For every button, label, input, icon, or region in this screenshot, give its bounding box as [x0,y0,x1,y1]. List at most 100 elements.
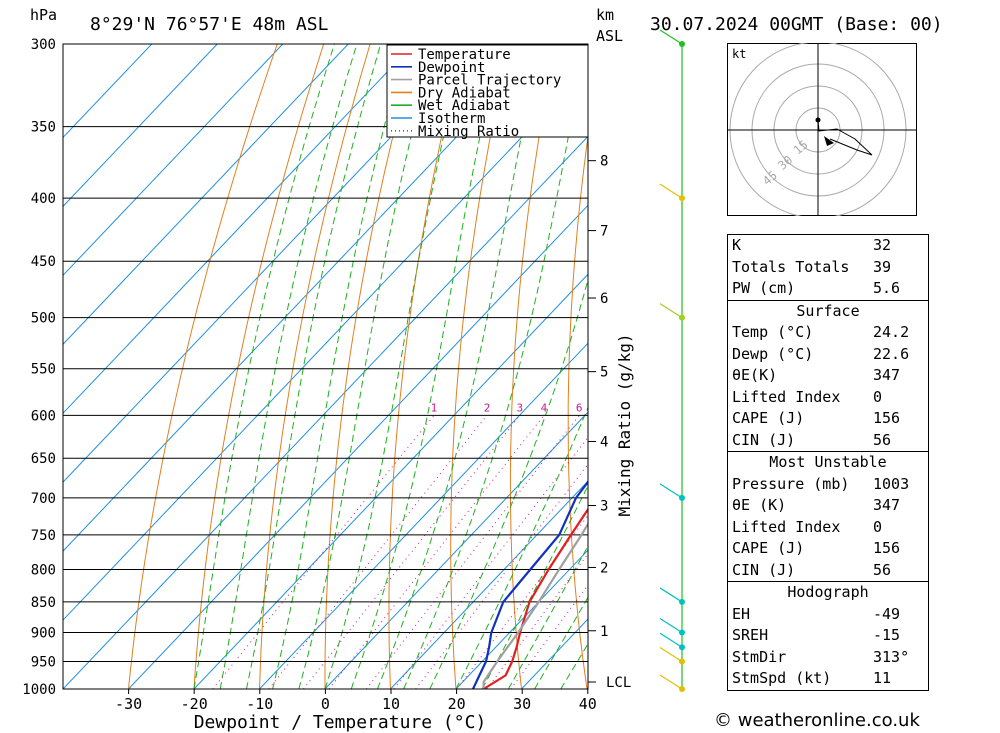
mixing-ratio-line [303,414,521,689]
mixing-ratio-label: 3 [517,401,524,414]
row-value: -49 [873,604,901,623]
table-row: θE (K) 347 [728,495,928,517]
asl-unit-label: ASL [596,27,623,45]
wet-adiabat-line [350,44,501,689]
table-row: Lifted Index 0 [728,517,928,539]
hodograph-line [817,119,873,156]
wind-barb-staff [659,647,683,663]
row-value: 347 [873,496,901,514]
mixing-ratio-label: 2 [484,401,491,414]
row-value: 156 [873,539,901,557]
isotherm-line [63,66,588,621]
wind-barb-staff [659,483,683,499]
row-label: θE(K) [732,366,778,384]
height-tick-label: 4 [600,434,608,450]
row-value: 0 [873,517,883,536]
pressure-tick-label: 400 [31,191,56,207]
legend-label: Mixing Ratio [418,124,519,140]
wet-adiabat-line [324,44,466,689]
row-label: SREH [732,626,769,644]
row-label: θE (K) [732,496,787,514]
wind-profile [659,29,685,692]
row-label: Lifted Index [732,517,841,536]
hodograph-unit: kt [732,47,746,61]
wet-adiabat-line [455,405,588,689]
dry-adiabat-line [927,44,1000,689]
isotherm-line [63,44,480,483]
row-label: Temp (°C) [732,323,814,341]
row-value: 24.2 [873,323,910,341]
height-tick-label: 6 [600,291,608,307]
dry-adiabat-line [974,44,1000,689]
wet-adiabat-line [272,44,407,689]
row-value: 313° [873,647,910,666]
mixing-ratio-label: 8 [602,401,609,414]
row-label: PW (cm) [732,279,796,297]
isotherm-line [63,44,153,139]
credit-text[interactable]: © weatheronline.co.uk [714,710,920,731]
hodograph-start-point [815,117,821,123]
table-row: EH -49 [728,604,928,626]
isotherm-line [259,342,588,689]
table-row: Temp (°C) 24.2 [728,322,928,344]
pressure-tick-label: 350 [31,120,56,136]
wind-barb-staff [659,183,683,199]
isotherm-line [455,549,588,689]
mixing-ratio-line [268,414,488,689]
row-label: EH [732,604,751,623]
height-tick-label: LCL [606,675,631,691]
pressure-tick-label: 600 [31,408,56,424]
height-tick-label: 8 [600,154,608,170]
row-label: CAPE (J) [732,539,805,557]
km-unit-label: km [596,6,614,24]
mixing-ratio-line [393,436,588,689]
table-row: Lifted Index 0 [728,387,928,409]
profile-temperature [482,507,588,689]
table-row: StmDir 313° [728,647,928,669]
indices-table: K 32 Totals Totals 39 PW (cm) 5.6 Surface Tem… [727,234,929,691]
x-tick-label: -10 [246,695,273,713]
x-axis-title: Dewpoint / Temperature (°C) [194,712,487,733]
row-value: 156 [873,409,901,427]
wind-barb-staff [659,674,683,690]
table-row: PW (cm) 5.6 [728,278,928,300]
hpa-unit-label: hPa [30,6,57,24]
table-row: CAPE (J) 156 [728,408,928,430]
row-label: K [732,236,742,254]
isotherm-line [324,411,588,689]
legend-label: Wet Adiabat [418,98,511,114]
table-row: SREH -15 [728,625,928,647]
pressure-tick-label: 750 [31,528,56,544]
row-label: StmSpd (kt) [732,669,832,687]
row-value: 1003 [873,474,910,493]
dry-adiabat-line [509,44,557,689]
mixing-ratio-label: 20 [686,401,699,414]
legend-label: Temperature [418,47,511,63]
hodograph-trace [815,117,873,156]
mixing-ratio-axis-title: Mixing Ratio (g/kg) [615,333,634,516]
pressure-tick-label: 800 [31,562,56,578]
dry-adiabat-line [567,132,588,689]
legend-label: Isotherm [418,111,485,127]
wind-barb-staff [659,303,683,319]
row-label: StmDir [732,647,787,666]
row-value: 22.6 [873,344,910,363]
pressure-tick-label: 450 [31,254,56,270]
wind-barb-staff [659,587,683,603]
pressure-tick-label: 550 [31,362,56,378]
legend-label: Parcel Trajectory [418,73,561,89]
row-value: 0 [873,387,883,406]
pressure-tick-label: 850 [31,595,56,611]
wet-adiabat-line [219,44,358,689]
pressure-tick-label: 700 [31,491,56,507]
row-value: 56 [873,560,892,579]
row-value: 347 [873,366,901,384]
height-tick-label: 2 [600,560,608,576]
row-value: 56 [873,430,892,449]
row-value: 32 [873,236,892,254]
wet-adiabat-line [245,44,382,689]
